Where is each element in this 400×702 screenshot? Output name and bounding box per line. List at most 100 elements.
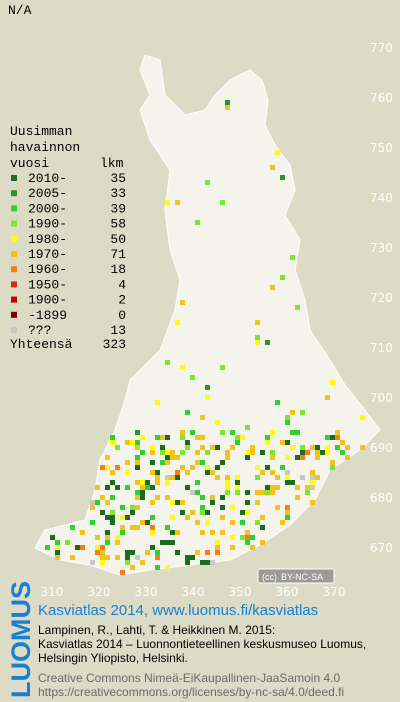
occurrence-square	[340, 440, 345, 445]
legend-swatch	[11, 311, 17, 318]
occurrence-square	[240, 535, 245, 540]
occurrence-square	[325, 395, 330, 400]
occurrence-square	[170, 530, 175, 535]
occurrence-square	[220, 530, 225, 535]
occurrence-square	[135, 480, 140, 485]
occurrence-square	[55, 545, 60, 550]
occurrence-square	[115, 485, 120, 490]
occurrence-square	[300, 455, 305, 460]
occurrence-square	[225, 450, 230, 455]
occurrence-square	[235, 490, 240, 495]
occurrence-square	[175, 470, 180, 475]
occurrence-square	[115, 540, 120, 545]
occurrence-square	[345, 455, 350, 460]
occurrence-square	[165, 460, 170, 465]
occurrence-square	[170, 450, 175, 455]
occurrence-square	[275, 485, 280, 490]
footer-title: Kasviatlas 2014, www.luomus.fi/kasviatla…	[38, 602, 318, 619]
occurrence-square	[245, 490, 250, 495]
occurrence-square	[285, 505, 290, 510]
occurrence-square	[135, 505, 140, 510]
citation: Kasviatlas 2014 – Luonnontieteellinen ke…	[38, 637, 366, 651]
occurrence-square	[285, 475, 290, 480]
occurrence-square	[135, 495, 140, 500]
legend-swatch	[11, 251, 17, 257]
occurrence-square	[185, 485, 190, 490]
occurrence-square	[315, 450, 320, 455]
occurrence-square	[145, 520, 150, 525]
occurrence-square	[170, 540, 175, 545]
occurrence-square	[90, 500, 95, 505]
occurrence-square	[100, 465, 105, 470]
occurrence-square	[190, 510, 195, 515]
occurrence-square	[90, 560, 95, 565]
legend-swatch	[11, 327, 17, 333]
occurrence-square	[110, 495, 115, 500]
occurrence-square	[145, 550, 150, 555]
occurrence-square	[205, 385, 210, 390]
occurrence-square	[270, 285, 275, 290]
occurrence-square	[100, 555, 105, 560]
occurrence-square	[245, 455, 250, 460]
occurrence-square	[160, 435, 165, 440]
legend-swatch	[11, 175, 17, 181]
occurrence-square	[200, 505, 205, 510]
occurrence-square	[125, 515, 130, 520]
occurrence-square	[155, 480, 160, 485]
occurrence-square	[310, 480, 315, 485]
occurrence-square	[115, 555, 120, 560]
occurrence-square	[260, 470, 265, 475]
occurrence-square	[110, 470, 115, 475]
occurrence-square	[275, 150, 280, 155]
occurrence-square	[225, 480, 230, 485]
occurrence-square	[270, 450, 275, 455]
legend-count: 2	[118, 293, 126, 308]
occurrence-square	[230, 545, 235, 550]
y-tick-label: 710	[370, 341, 393, 355]
occurrence-square	[205, 450, 210, 455]
occurrence-square	[135, 525, 140, 530]
occurrence-square	[80, 545, 85, 550]
y-tick-label: 690	[370, 441, 393, 455]
occurrence-square	[175, 455, 180, 460]
occurrence-square	[100, 495, 105, 500]
occurrence-square	[270, 490, 275, 495]
occurrence-square	[240, 520, 245, 525]
legend-heading: vuosi	[10, 156, 49, 171]
legend-label: 1900-	[28, 293, 67, 308]
occurrence-square	[105, 540, 110, 545]
occurrence-square	[285, 470, 290, 475]
legend-swatch	[11, 190, 17, 197]
occurrence-square	[225, 105, 230, 110]
occurrence-square	[195, 450, 200, 455]
occurrence-square	[165, 455, 170, 460]
occurrence-square	[150, 515, 155, 520]
occurrence-square	[200, 415, 205, 420]
occurrence-square	[190, 465, 195, 470]
occurrence-square	[245, 500, 250, 505]
occurrence-square	[310, 485, 315, 490]
occurrence-square	[240, 435, 245, 440]
occurrence-square	[290, 410, 295, 415]
occurrence-square	[275, 475, 280, 480]
y-tick-label: 670	[370, 541, 393, 555]
license-badge	[257, 568, 335, 584]
license-url: https://creativecommons.org/licenses/by-…	[38, 685, 344, 699]
occurrence-square	[225, 490, 230, 495]
occurrence-square	[330, 465, 335, 470]
occurrence-square	[225, 475, 230, 480]
occurrence-square	[170, 455, 175, 460]
occurrence-square	[250, 445, 255, 450]
occurrence-square	[105, 555, 110, 560]
occurrence-square	[120, 530, 125, 535]
occurrence-square	[320, 450, 325, 455]
occurrence-square	[335, 435, 340, 440]
occurrence-square	[150, 500, 155, 505]
legend-total-label: Yhteensä	[10, 337, 73, 352]
occurrence-square	[265, 465, 270, 470]
occurrence-square	[110, 515, 115, 520]
occurrence-square	[250, 545, 255, 550]
occurrence-square	[345, 445, 350, 450]
occurrence-square	[270, 430, 275, 435]
occurrence-square	[325, 435, 330, 440]
